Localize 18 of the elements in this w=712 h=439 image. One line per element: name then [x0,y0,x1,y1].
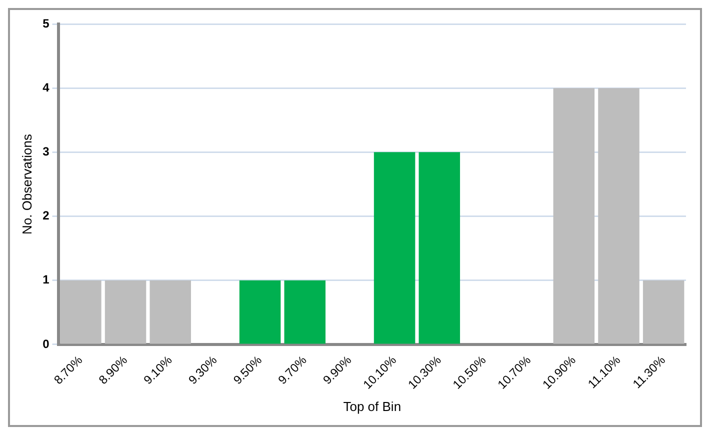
bar [239,280,281,344]
y-tick-label: 3 [42,144,50,158]
bar [598,88,640,344]
bar [150,280,191,344]
y-tick-label: 5 [42,16,50,30]
x-axis-title: Top of Bin [343,398,402,414]
bar [374,152,416,344]
y-tick-label: 0 [42,336,50,351]
bar [284,280,326,344]
y-tick-label: 2 [42,208,50,223]
y-axis-title: No. Observations [19,134,34,234]
y-tick-label: 4 [42,80,50,94]
y-tick-label: 1 [42,272,50,287]
bar [642,280,684,344]
bar [553,88,595,344]
bar [418,152,460,344]
bar [60,280,102,344]
bar [104,280,146,344]
